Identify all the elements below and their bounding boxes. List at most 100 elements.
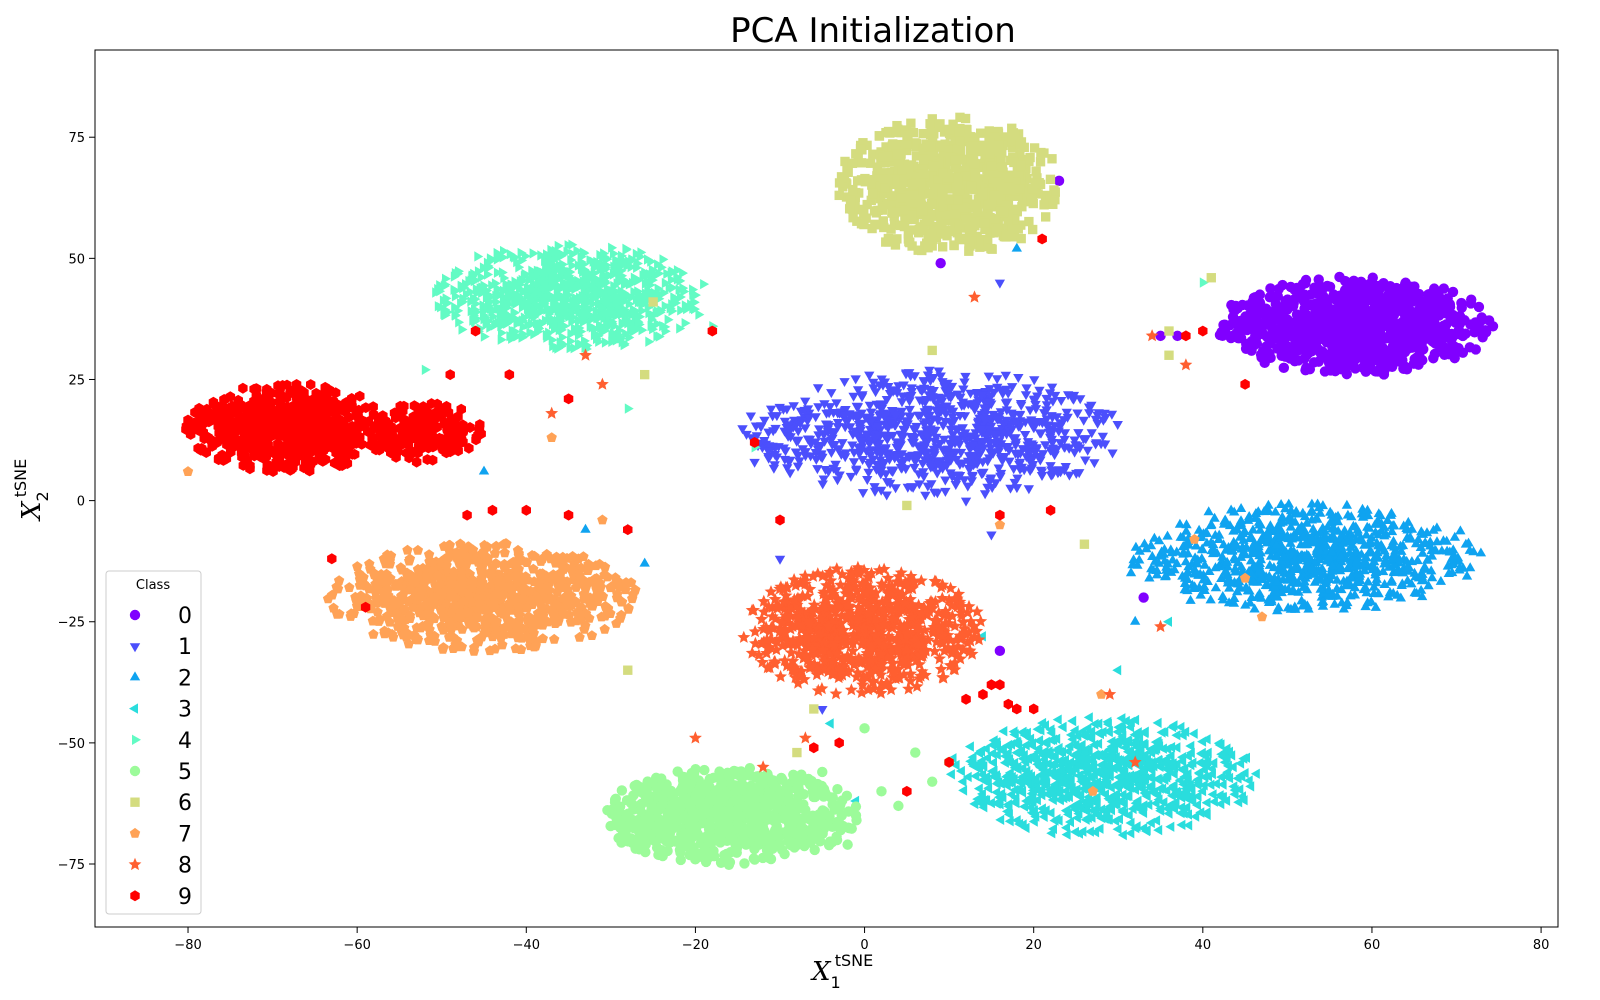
data-point-class-2 — [1162, 530, 1173, 540]
data-point-class-5 — [699, 764, 710, 776]
data-point-class-0 — [1460, 328, 1471, 339]
data-point-class-0 — [1155, 330, 1166, 342]
data-point-class-0 — [1265, 283, 1276, 294]
data-point-class-1 — [870, 388, 881, 398]
data-point-class-0 — [1456, 297, 1467, 309]
data-point-class-0 — [1411, 335, 1422, 346]
data-point-class-1 — [938, 435, 950, 445]
data-point-class-0 — [1400, 323, 1412, 335]
data-point-class-0 — [994, 645, 1006, 657]
data-point-class-2 — [1181, 519, 1192, 529]
data-point-class-1 — [1010, 441, 1021, 451]
data-point-class-0 — [1374, 308, 1385, 319]
data-point-class-4 — [659, 254, 669, 265]
data-point-class-1 — [1020, 391, 1032, 401]
data-point-class-0 — [1397, 354, 1408, 366]
data-point-class-0 — [1470, 344, 1481, 355]
data-point-class-1 — [1025, 406, 1036, 416]
data-point-class-0 — [1335, 300, 1346, 311]
data-point-class-0 — [1343, 330, 1355, 341]
data-point-class-1 — [839, 378, 850, 387]
data-point-class-4 — [474, 251, 484, 262]
data-point-class-1 — [880, 470, 892, 480]
data-point-class-0 — [1250, 312, 1262, 324]
data-point-class-3 — [824, 718, 834, 729]
data-point-class-0 — [1314, 282, 1325, 293]
data-point-class-1 — [966, 477, 977, 487]
data-point-class-1 — [992, 375, 1003, 385]
data-point-class-1 — [1000, 371, 1011, 381]
data-point-class-1 — [992, 383, 1003, 393]
data-point-class-3 — [1125, 817, 1135, 829]
data-point-class-1 — [869, 483, 880, 493]
data-point-class-1 — [826, 448, 837, 458]
data-point-class-3 — [1165, 821, 1175, 832]
data-point-class-0 — [1272, 343, 1283, 354]
data-point-class-0 — [1444, 298, 1456, 310]
data-point-class-0 — [1285, 325, 1296, 336]
data-point-class-0 — [1359, 319, 1371, 330]
data-point-class-3 — [1188, 728, 1198, 739]
data-point-class-3 — [1057, 721, 1067, 733]
data-point-class-0 — [1228, 304, 1239, 315]
data-point-class-0 — [1365, 358, 1377, 369]
data-point-class-0 — [1423, 324, 1435, 336]
data-point-class-3 — [1083, 712, 1093, 723]
data-point-class-0 — [1341, 368, 1352, 380]
data-point-class-0 — [1281, 315, 1293, 326]
data-point-class-0 — [1392, 334, 1403, 345]
data-point-class-1 — [812, 384, 824, 394]
data-point-class-1 — [800, 397, 811, 407]
data-point-class-0 — [1314, 328, 1326, 340]
data-point-class-1 — [920, 491, 931, 501]
data-point-class-1 — [904, 405, 915, 415]
data-point-class-4 — [681, 318, 691, 329]
data-point-class-1 — [1073, 429, 1084, 439]
data-point-class-3 — [1052, 714, 1062, 725]
data-point-class-2 — [1341, 499, 1352, 509]
data-point-class-2 — [1180, 556, 1192, 566]
data-point-class-1 — [774, 555, 786, 565]
data-point-class-0 — [1260, 315, 1272, 326]
data-point-class-1 — [817, 706, 828, 715]
data-point-class-0 — [1228, 330, 1239, 341]
data-point-class-3 — [945, 769, 955, 780]
data-point-class-2 — [1217, 591, 1228, 600]
data-point-class-1 — [1013, 374, 1024, 383]
data-point-class-1 — [765, 405, 777, 415]
data-point-class-1 — [904, 397, 915, 407]
data-point-class-0 — [1268, 333, 1279, 345]
data-point-class-3 — [1004, 816, 1014, 827]
data-point-class-0 — [1300, 340, 1312, 351]
data-point-class-3 — [1207, 789, 1217, 800]
data-point-class-1 — [1078, 416, 1089, 426]
data-point-class-0 — [1453, 342, 1464, 354]
data-point-class-1 — [1082, 446, 1093, 456]
data-point-class-1 — [840, 449, 851, 459]
data-point-class-1 — [940, 487, 951, 497]
data-point-class-1 — [890, 484, 901, 494]
data-point-class-0 — [1270, 309, 1281, 321]
data-point-class-5 — [843, 806, 854, 817]
data-point-class-0 — [1256, 352, 1267, 363]
data-point-class-2 — [1011, 242, 1022, 252]
data-point-class-0 — [1219, 319, 1230, 330]
data-point-class-1 — [1064, 471, 1075, 481]
data-point-class-0 — [1434, 292, 1445, 303]
data-point-class-0 — [1353, 293, 1364, 304]
data-point-class-0 — [1053, 175, 1065, 187]
data-point-class-0 — [1264, 348, 1275, 359]
data-point-class-1 — [763, 428, 774, 438]
data-point-class-1 — [1046, 383, 1058, 393]
data-point-class-0 — [1138, 592, 1149, 603]
data-point-class-1 — [826, 389, 837, 399]
data-point-class-3 — [964, 741, 974, 752]
data-point-class-2 — [1205, 594, 1216, 604]
data-point-class-0 — [1392, 303, 1403, 314]
data-point-class-1 — [896, 398, 908, 408]
data-point-class-0 — [1321, 336, 1332, 348]
data-point-class-0 — [1428, 353, 1439, 364]
data-point-class-0 — [1297, 278, 1309, 290]
data-point-class-0 — [1370, 336, 1382, 347]
data-point-class-0 — [1401, 292, 1412, 304]
